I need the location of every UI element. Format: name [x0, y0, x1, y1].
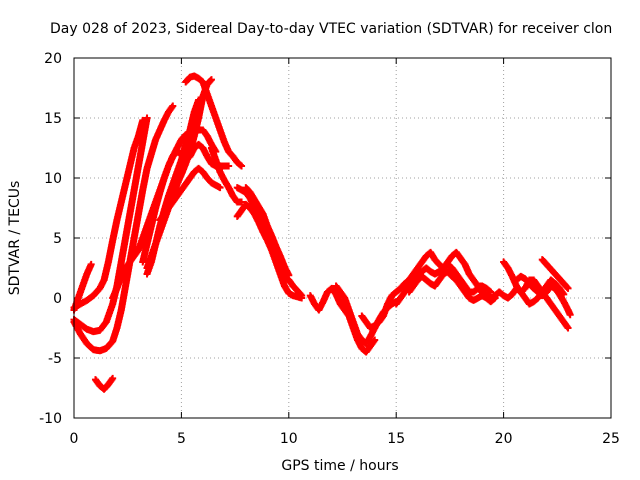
x-tick-label: 5 [177, 431, 186, 447]
x-tick-label: 25 [602, 431, 620, 447]
x-tick-label: 20 [495, 431, 513, 447]
series-track-9 [143, 96, 203, 278]
series-track-3 [70, 102, 177, 355]
y-tick-label: 5 [53, 231, 62, 247]
y-tick-label: 10 [44, 171, 62, 187]
y-tick-label: -5 [48, 351, 62, 367]
series-track-20 [405, 268, 499, 306]
series-track-17 [332, 282, 400, 348]
series-track-10 [156, 164, 224, 224]
y-tick-labels: -10 -5 0 5 10 15 20 [39, 51, 62, 427]
data-point [238, 162, 246, 170]
series-track-24 [538, 256, 572, 292]
series-track-12 [207, 144, 246, 206]
data-point [216, 184, 224, 192]
data-point [564, 324, 572, 332]
y-tick-label: 20 [44, 51, 62, 67]
series-track-11 [182, 72, 246, 170]
data-point [195, 96, 203, 104]
y-tick-label: 0 [53, 291, 62, 307]
y-axis-label: SDTVAR / TECUs [7, 181, 23, 296]
series-track-5 [70, 116, 147, 312]
y-tick-label: -10 [39, 411, 62, 427]
x-tick-labels: 0 5 10 15 20 25 [70, 431, 620, 447]
data-point [285, 271, 293, 279]
data-point [566, 311, 574, 319]
data-point [109, 374, 117, 382]
data-point [491, 294, 499, 302]
data-point [298, 292, 306, 300]
data-point [238, 198, 246, 206]
data-point [564, 284, 572, 292]
data-point [487, 288, 495, 296]
plot-frame [73, 57, 612, 419]
x-axis-label: GPS time / hours [281, 458, 398, 474]
data-point [143, 114, 151, 122]
data-point [139, 116, 147, 124]
series-track-23 [512, 272, 574, 319]
series-track-18 [358, 248, 495, 332]
data-point [87, 260, 95, 268]
x-tick-label: 10 [280, 431, 298, 447]
data-point [371, 336, 379, 344]
x-tick-label: 15 [387, 431, 405, 447]
series-track-15 [242, 184, 293, 279]
chart-title: Day 028 of 2023, Sidereal Day-to-day VTE… [50, 21, 612, 37]
data-point [207, 76, 215, 84]
data-marks [70, 72, 574, 393]
data-point [169, 102, 177, 110]
y-tick-label: 15 [44, 111, 62, 127]
x-tick-label: 0 [70, 431, 79, 447]
data-point [225, 162, 233, 170]
series-track-2 [91, 374, 117, 393]
